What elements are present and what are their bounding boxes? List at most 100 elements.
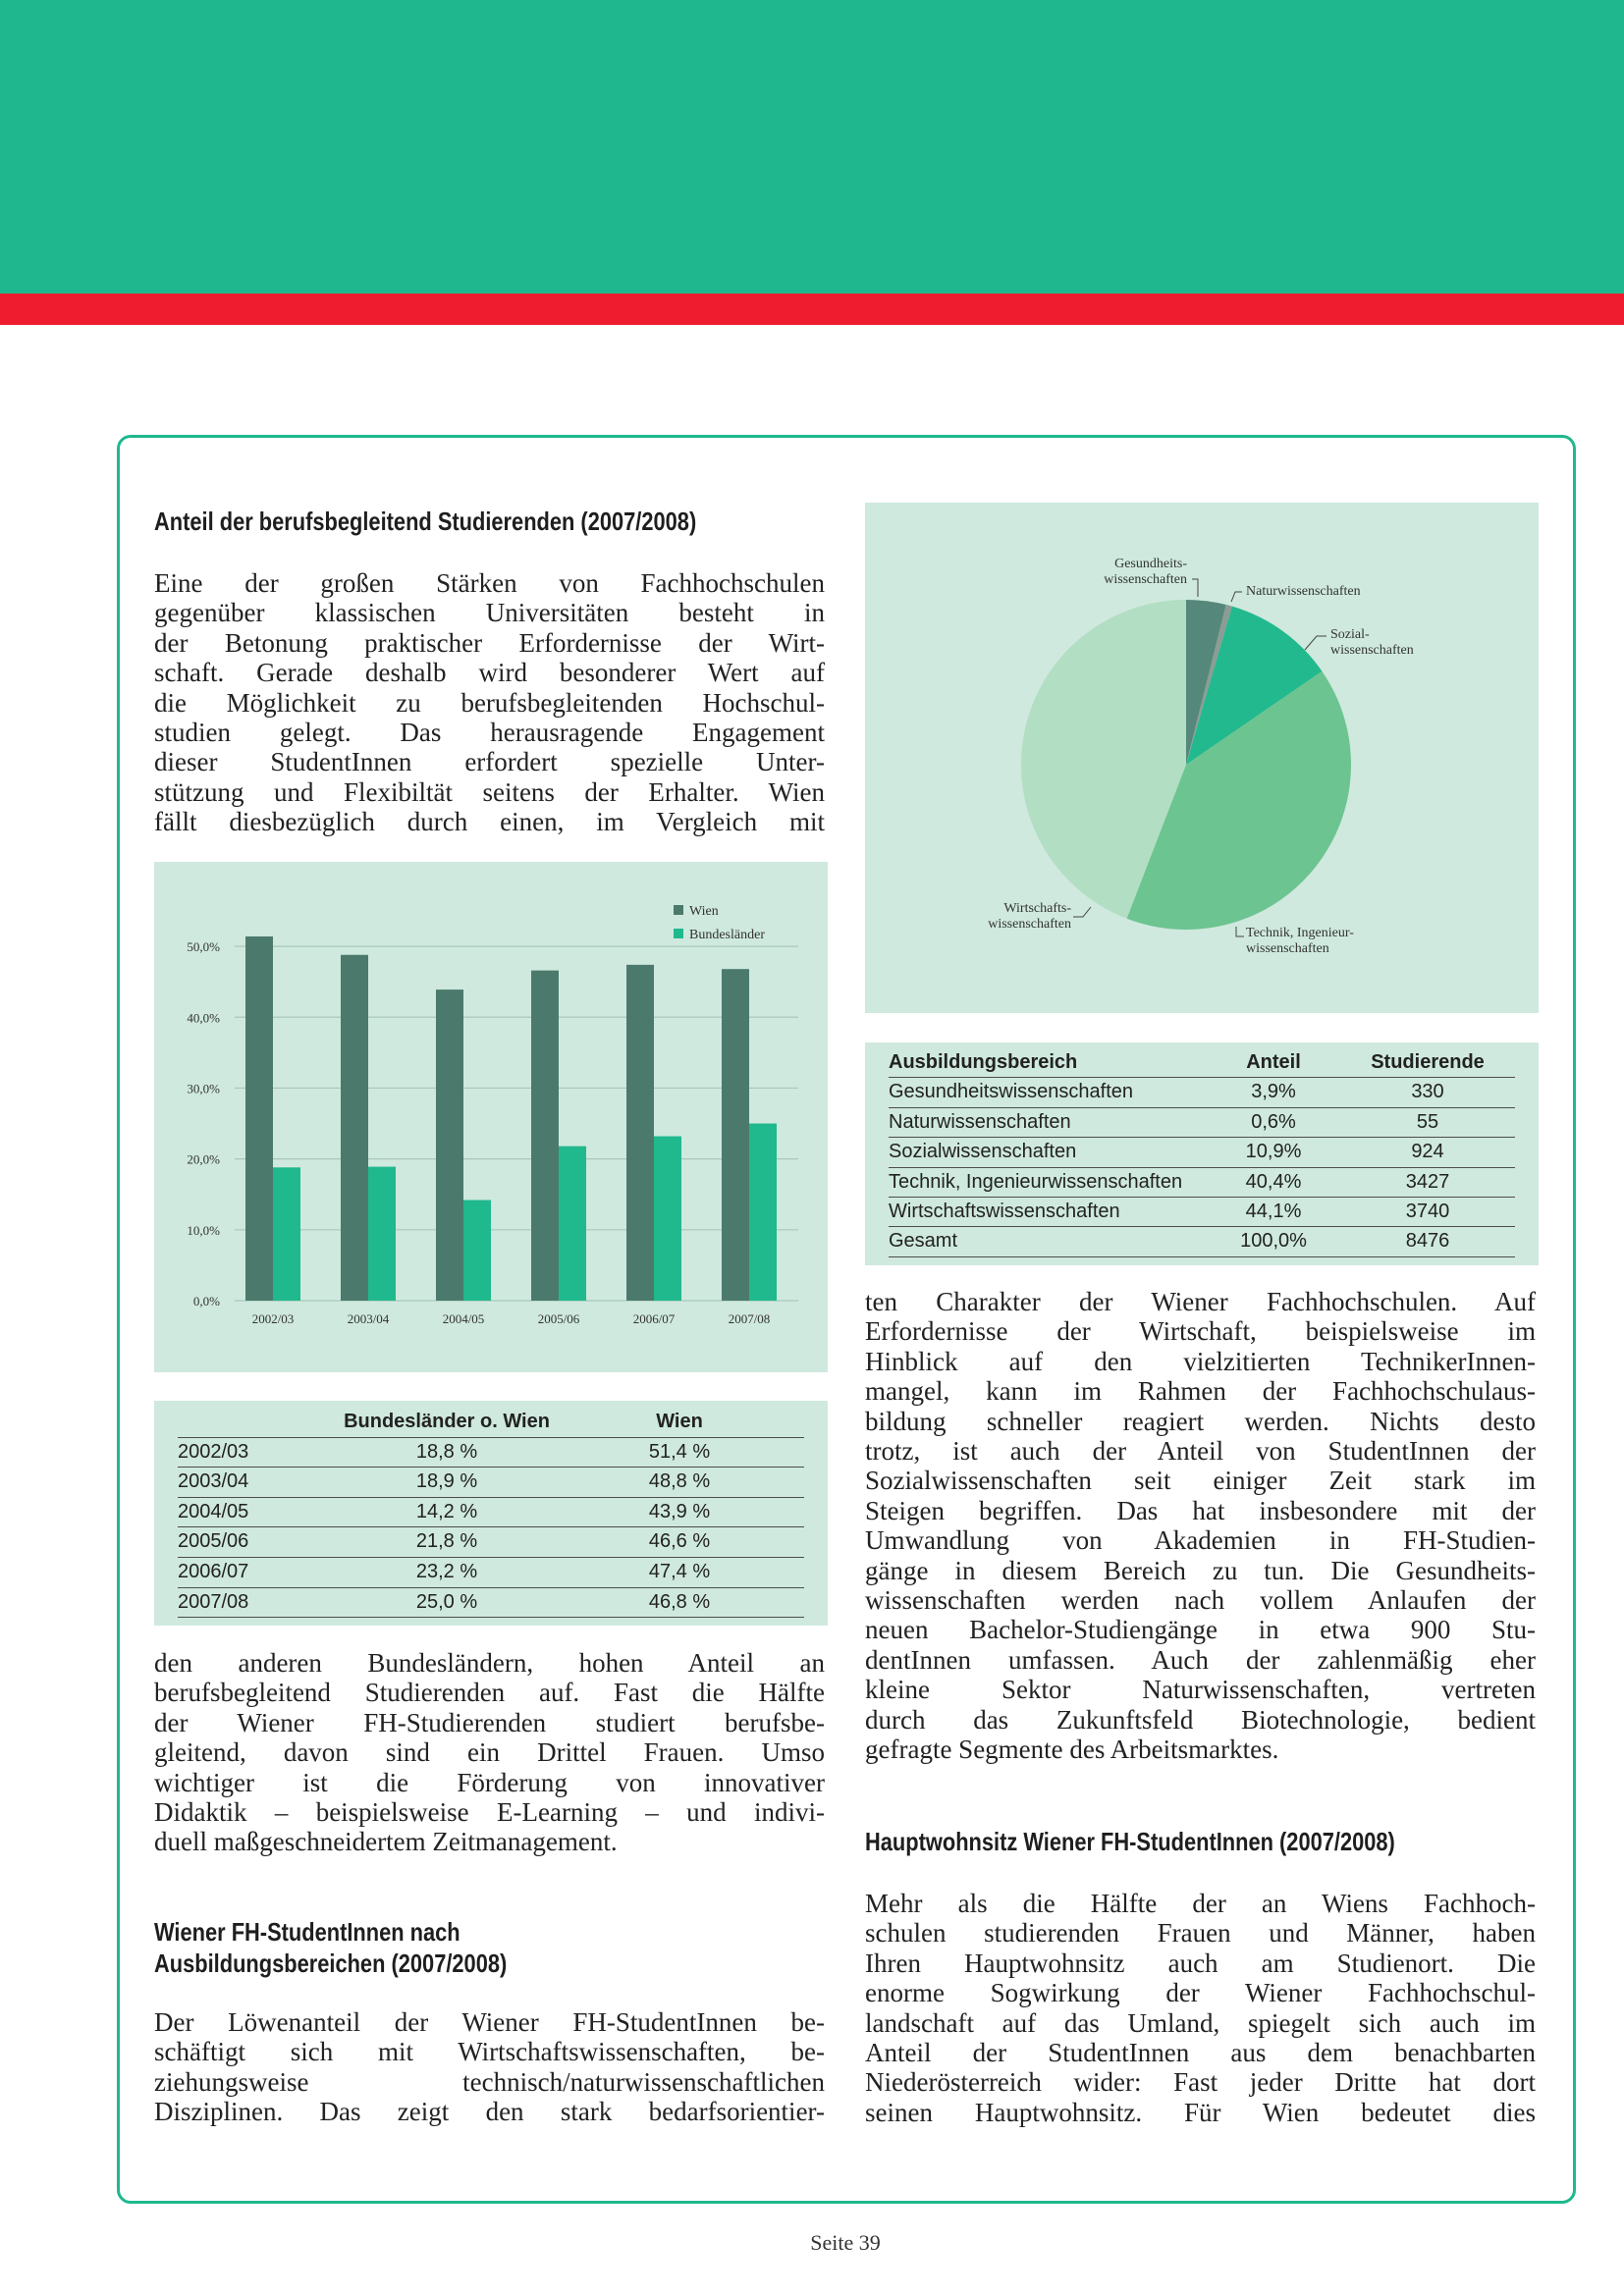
heading: Wiener FH-StudentInnen nach bbox=[154, 1917, 460, 1947]
x-tick-label: 2002/03 bbox=[252, 1311, 295, 1326]
text-line: gefragte Segmente des Arbeitsmarktes. bbox=[865, 1735, 1279, 1764]
table-cell: 2002/03 bbox=[178, 1440, 249, 1463]
year-table: Bundesländer o. Wien Wien 2002/03 18,8 % 51,… bbox=[154, 1401, 828, 1626]
text-line: berufsbegleitend Studierenden auf. Fast … bbox=[154, 1678, 825, 1708]
text-line: schulen studierenden Frauen und Männer, … bbox=[865, 1918, 1536, 1949]
pie-slice bbox=[1186, 605, 1232, 765]
y-tick-label: 10,0% bbox=[187, 1223, 220, 1238]
text-line: duell maßgeschneidertem Zeitmanagement. bbox=[154, 1827, 618, 1857]
table-cell: 44,1% bbox=[1245, 1201, 1302, 1222]
table-cell: Gesundheitswissenschaften bbox=[889, 1081, 1134, 1103]
bar bbox=[273, 1167, 300, 1301]
table-cell: 100,0% bbox=[1240, 1230, 1307, 1253]
field-table: Ausbildungsbereich Anteil Studierende Gesun… bbox=[865, 1042, 1539, 1265]
pie-label: Naturwissenschaften bbox=[1246, 584, 1361, 599]
y-tick-label: 0,0% bbox=[193, 1294, 220, 1308]
text-line: fällt diesbezüglich durch einen, im Verg… bbox=[154, 807, 825, 837]
table-cell: 3,9% bbox=[1251, 1081, 1296, 1103]
text-line: Niederösterreich wider: Fast jeder Dritt… bbox=[865, 2067, 1536, 2098]
leader-line bbox=[1235, 927, 1244, 937]
text-line: Ihren Hauptwohnsitz auch am Studienort. … bbox=[865, 1948, 1536, 1978]
text-line: Hinblick auf den vielzitierten Techniker… bbox=[865, 1346, 1536, 1376]
text-line: Mehr als die Hälfte der an Wiens Fachhoc… bbox=[865, 1889, 1536, 1918]
text-line: Anteil der StudentInnen aus dem benachba… bbox=[865, 2038, 1536, 2067]
table-row: 2007/08 25,0 % 46,8 % bbox=[178, 1587, 804, 1619]
heading: Anteil der berufsbegleitend Studierenden… bbox=[154, 507, 697, 536]
table-header-row: Ausbildungsbereich Anteil Studierende bbox=[889, 1047, 1515, 1079]
heading: Hauptwohnsitz Wiener FH-StudentInnen (20… bbox=[865, 1827, 1395, 1856]
pie-label: Technik, Ingenieur- wissenschaften bbox=[1246, 926, 1354, 956]
pie-slice bbox=[1126, 670, 1351, 930]
table-cell: 23,2 % bbox=[415, 1561, 478, 1582]
table-cell: 40,4% bbox=[1245, 1170, 1302, 1193]
text-line: schäftigt sich mit Wirtschaftswissenscha… bbox=[154, 2037, 825, 2067]
text-line: den anderen Bundesländern, hohen Anteil … bbox=[154, 1648, 825, 1678]
pie-label: Gesundheits- wissenschaften bbox=[1104, 557, 1187, 587]
pie-label: Sozial- wissenschaften bbox=[1330, 627, 1414, 658]
table-cell: 46,8 % bbox=[648, 1590, 711, 1613]
table-cell: 18,9 % bbox=[415, 1470, 478, 1493]
legend-swatch bbox=[674, 929, 683, 938]
bar bbox=[559, 1146, 586, 1301]
text-line: dentInnen umfassen. Auch der zahlenmäßig… bbox=[865, 1644, 1536, 1675]
text-line: Steigen begriffen. Das hat insbesondere … bbox=[865, 1495, 1536, 1525]
table-cell: 46,6 % bbox=[648, 1530, 711, 1553]
pie-chart-panel: Gesundheits- wissenschaften Naturwissensc… bbox=[865, 503, 1539, 1013]
table-cell: Wirtschaftswissenschaften bbox=[889, 1201, 1120, 1222]
pie-slice bbox=[1021, 600, 1186, 919]
table-cell: 47,4 % bbox=[648, 1561, 711, 1582]
table-row: 2005/06 21,8 % 46,6 % bbox=[178, 1526, 804, 1558]
header-stripe bbox=[0, 294, 1624, 325]
table-cell: 8476 bbox=[1405, 1230, 1450, 1253]
table-cell: Technik, Ingenieurwissenschaften bbox=[889, 1170, 1183, 1193]
table-cell: 924 bbox=[1411, 1141, 1444, 1163]
table-cell: Gesamt bbox=[889, 1230, 958, 1253]
table-row: Sozialwissenschaften 10,9% 924 bbox=[889, 1137, 1515, 1168]
text-line: ziehungsweise technisch/naturwissenschaf… bbox=[154, 2066, 825, 2097]
text-line: ten Charakter der Wiener Fachhochschulen… bbox=[865, 1287, 1536, 1316]
header-band bbox=[0, 0, 1624, 294]
bar bbox=[463, 1200, 491, 1301]
text-line: dieser StudentInnen erfordert spezielle … bbox=[154, 747, 825, 777]
table-cell: 330 bbox=[1411, 1081, 1444, 1103]
table-row: 2006/07 23,2 % 47,4 % bbox=[178, 1557, 804, 1588]
x-tick-label: 2004/05 bbox=[443, 1311, 485, 1326]
text-line: gänge in diesem Bereich zu tun. Die Gesu… bbox=[865, 1555, 1536, 1585]
table-cell: 14,2 % bbox=[415, 1500, 478, 1522]
y-tick-label: 40,0% bbox=[187, 1010, 220, 1025]
table-row: Gesamt 100,0% 8476 bbox=[889, 1226, 1515, 1257]
text-line: Disziplinen. Das zeigt den stark bedarfs… bbox=[154, 2097, 825, 2127]
leader-line bbox=[1192, 578, 1199, 597]
pie-label: Wirtschafts- wissenschaften bbox=[988, 901, 1071, 932]
bar bbox=[654, 1136, 681, 1301]
text-line: Erfordernisse der Wirtschaft, beispielsw… bbox=[865, 1316, 1536, 1347]
table-cell: 21,8 % bbox=[415, 1530, 478, 1553]
table-cell: Naturwissenschaften bbox=[889, 1110, 1071, 1133]
bar bbox=[531, 970, 559, 1301]
text-line: studien gelegt. Das herausragende Engage… bbox=[154, 718, 825, 747]
table-header-cell: Studierende bbox=[1371, 1051, 1485, 1073]
table-row: 2004/05 14,2 % 43,9 % bbox=[178, 1497, 804, 1528]
text-line: gleitend, davon sind ein Drittel Frauen.… bbox=[154, 1737, 825, 1768]
table-row: 2003/04 18,9 % 48,8 % bbox=[178, 1467, 804, 1498]
table-cell: 2007/08 bbox=[178, 1590, 249, 1613]
bar bbox=[749, 1123, 777, 1301]
text-line: durch das Zukunftsfeld Biotechnologie, b… bbox=[865, 1704, 1536, 1735]
text-line: wissenschaften werden nach vollem Anlauf… bbox=[865, 1585, 1536, 1615]
table-cell: 55 bbox=[1416, 1110, 1439, 1133]
bar-chart: 0,0% 10,0% 20,0% 30,0% 40,0% 50,0% 2002/03 2003… bbox=[187, 904, 798, 1326]
table-header-cell: Ausbildungsbereich bbox=[889, 1051, 1078, 1073]
text-line: enorme Sogwirkung der Wiener Fachhochsch… bbox=[865, 1978, 1536, 2008]
bar bbox=[245, 935, 273, 1301]
bar bbox=[341, 954, 368, 1301]
y-tick-label: 50,0% bbox=[187, 939, 220, 954]
table-cell: 2005/06 bbox=[178, 1530, 249, 1553]
y-tick-label: 30,0% bbox=[187, 1081, 220, 1095]
pie-slice bbox=[1186, 600, 1226, 765]
text-line: der Betonung praktischer Erfordernisse d… bbox=[154, 627, 825, 658]
text-line: gegenüber klassischen Universitäten best… bbox=[154, 598, 825, 628]
table-row: Naturwissenschaften 0,6% 55 bbox=[889, 1107, 1515, 1139]
